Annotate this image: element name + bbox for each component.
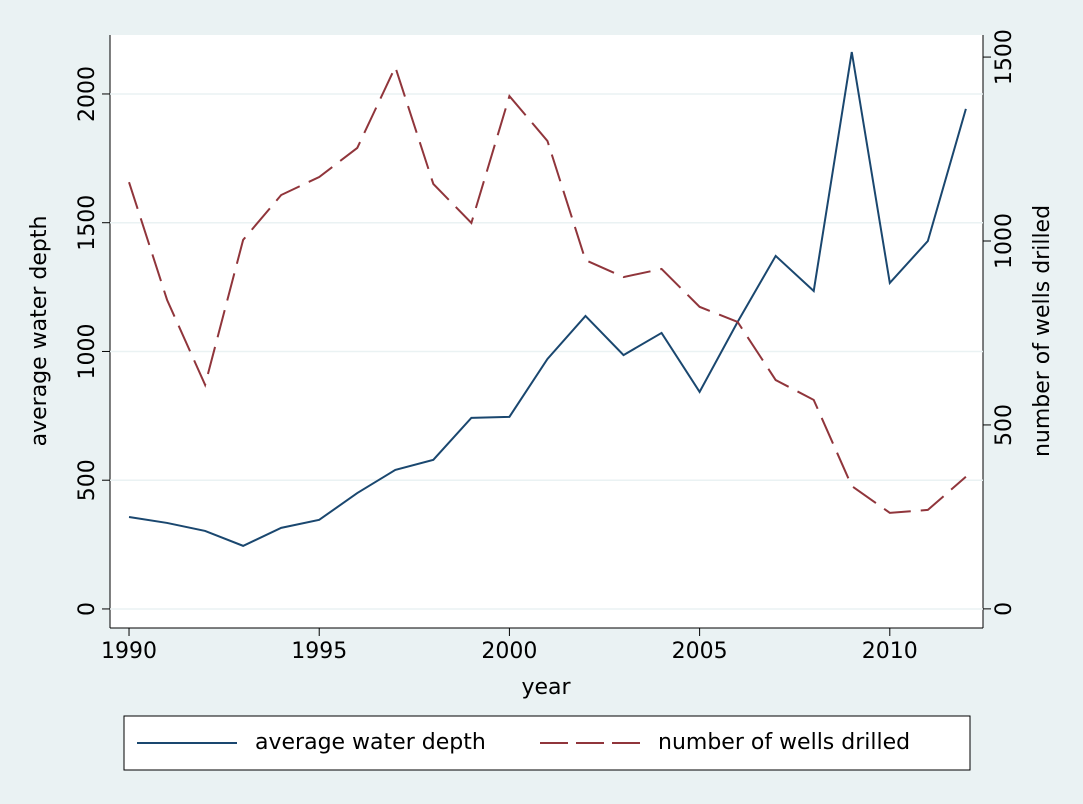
- y-tick-label: 1500: [75, 195, 100, 251]
- legend: [123, 715, 971, 771]
- x-tick-label: 2010: [862, 639, 918, 664]
- y2-tick-label: 1000: [992, 213, 1017, 269]
- y2-axis-title: number of wells drilled: [1030, 205, 1055, 457]
- series-line: [128, 51, 967, 547]
- plot-area: [110, 35, 983, 628]
- legend-label: number of wells drilled: [658, 730, 910, 755]
- x-tick-label: 1990: [101, 639, 157, 664]
- y-tick-label: 0: [75, 602, 100, 616]
- x-axis-title: year: [521, 675, 571, 700]
- x-tick-label: 2005: [672, 639, 728, 664]
- y2-tick-label: 500: [992, 404, 1017, 446]
- y2-tick-label: 0: [992, 602, 1017, 616]
- y-tick-label: 2000: [75, 66, 100, 122]
- y2-tick-label: 1500: [992, 29, 1017, 85]
- legend-label: average water depth: [255, 730, 486, 755]
- y-tick-label: 500: [75, 459, 100, 501]
- y-tick-label: 1000: [75, 323, 100, 379]
- x-tick-label: 1995: [291, 639, 347, 664]
- y-axis-title: average water depth: [27, 216, 52, 447]
- x-tick-label: 2000: [481, 639, 537, 664]
- series-line: [128, 64, 967, 514]
